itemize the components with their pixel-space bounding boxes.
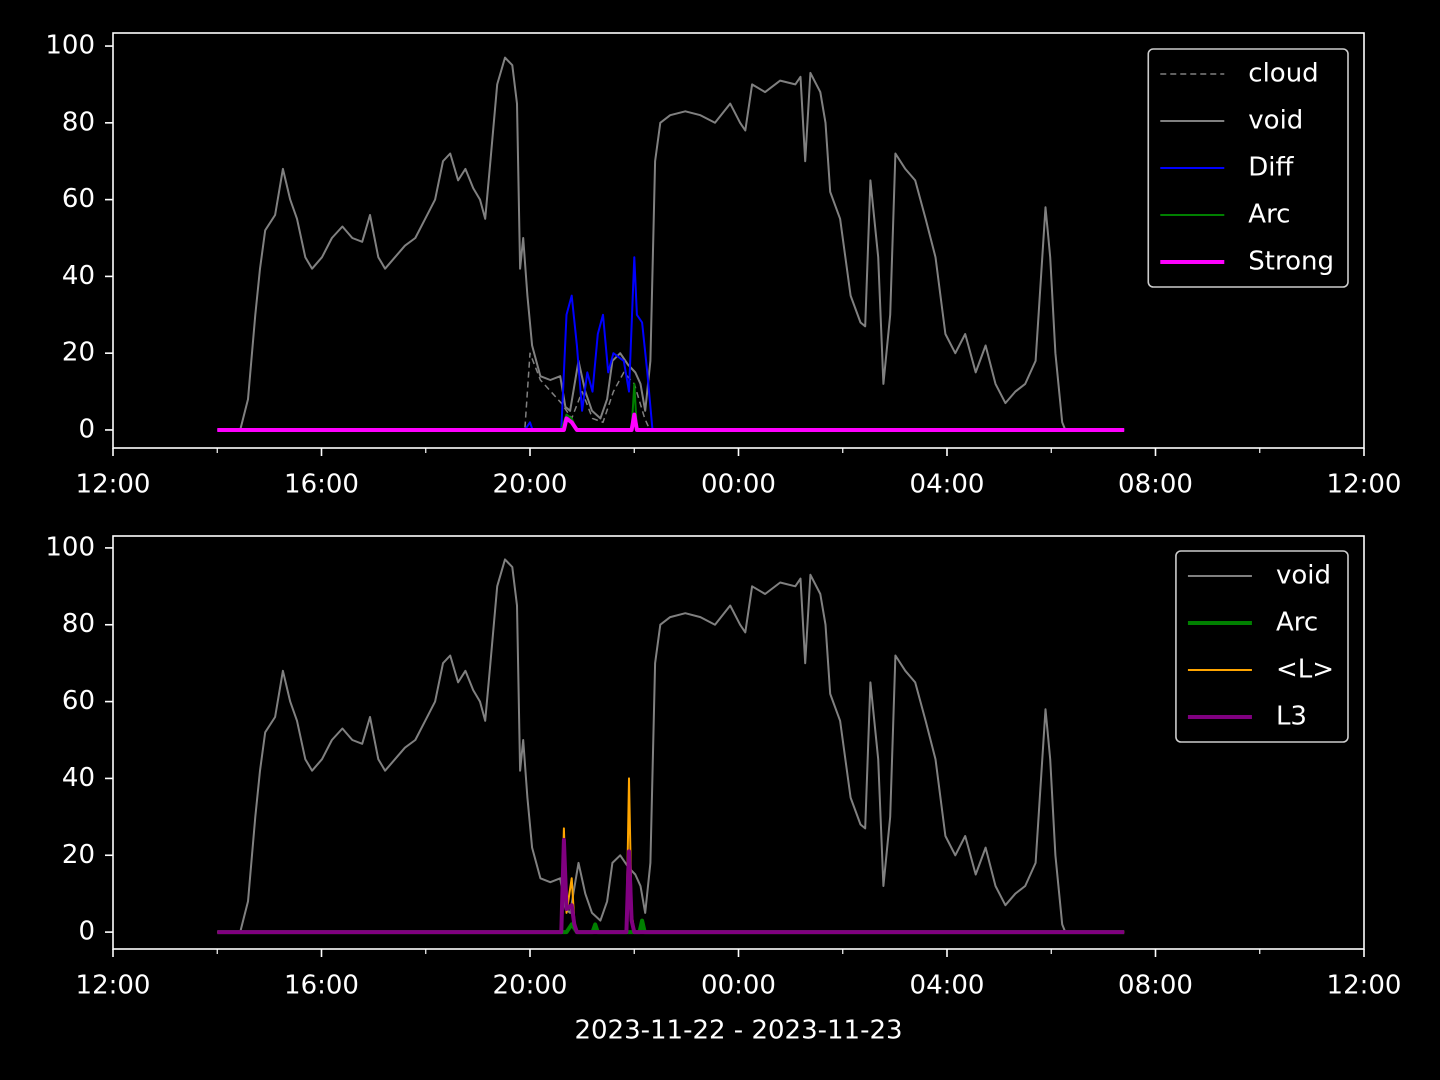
y-tick-label: 20 xyxy=(62,840,95,870)
y-tick-label: 0 xyxy=(78,414,95,444)
y-tick-label: 40 xyxy=(62,261,95,291)
series-line xyxy=(217,412,1125,432)
x-tick-label: 04:00 xyxy=(910,470,985,500)
x-tick-label: 12:00 xyxy=(1327,470,1402,500)
x-tick-label: 12:00 xyxy=(1327,971,1402,1001)
x-tick-label: 12:00 xyxy=(76,971,151,1001)
y-tick-label: 60 xyxy=(62,184,95,214)
x-tick-label: 00:00 xyxy=(701,470,776,500)
y-tick-label: 20 xyxy=(62,338,95,368)
legend: cloud void Diff Arc Strong xyxy=(1147,48,1349,288)
legend-label: cloud xyxy=(1248,59,1318,89)
series-line xyxy=(217,352,1125,431)
legend-label: Strong xyxy=(1248,247,1334,277)
y-tick-label: 100 xyxy=(45,532,95,562)
series-line xyxy=(217,918,1125,935)
legend-label: void xyxy=(1276,561,1331,591)
y-tick-label: 80 xyxy=(62,609,95,639)
x-axis-label: 2023-11-22 - 2023-11-23 xyxy=(574,1016,902,1046)
legend-label: Arc xyxy=(1276,608,1318,638)
legend-label: L3 xyxy=(1276,702,1307,732)
legend-label: Diff xyxy=(1248,153,1294,183)
series-line xyxy=(239,56,1067,431)
legend-label: <L> xyxy=(1276,655,1334,685)
y-tick-label: 60 xyxy=(62,686,95,716)
series-line xyxy=(217,837,1125,935)
x-tick-label: 16:00 xyxy=(284,971,359,1001)
x-tick-label: 20:00 xyxy=(493,971,568,1001)
legend: void Arc <L> L3 xyxy=(1175,550,1349,743)
x-tick-label: 12:00 xyxy=(76,470,151,500)
y-tick-label: 40 xyxy=(62,763,95,793)
x-tick-label: 20:00 xyxy=(493,470,568,500)
y-tick-label: 0 xyxy=(78,917,95,947)
y-tick-label: 80 xyxy=(62,107,95,137)
y-tick-label: 100 xyxy=(45,31,95,61)
x-tick-label: 16:00 xyxy=(284,470,359,500)
x-tick-label: 00:00 xyxy=(701,971,776,1001)
x-tick-label: 08:00 xyxy=(1118,971,1193,1001)
legend-frame xyxy=(1147,48,1349,288)
x-tick-label: 08:00 xyxy=(1118,470,1193,500)
x-tick-label: 04:00 xyxy=(910,971,985,1001)
series-line xyxy=(239,558,1067,933)
legend-frame xyxy=(1175,550,1349,743)
legend-label: void xyxy=(1248,106,1303,136)
legend-label: Arc xyxy=(1248,200,1290,230)
